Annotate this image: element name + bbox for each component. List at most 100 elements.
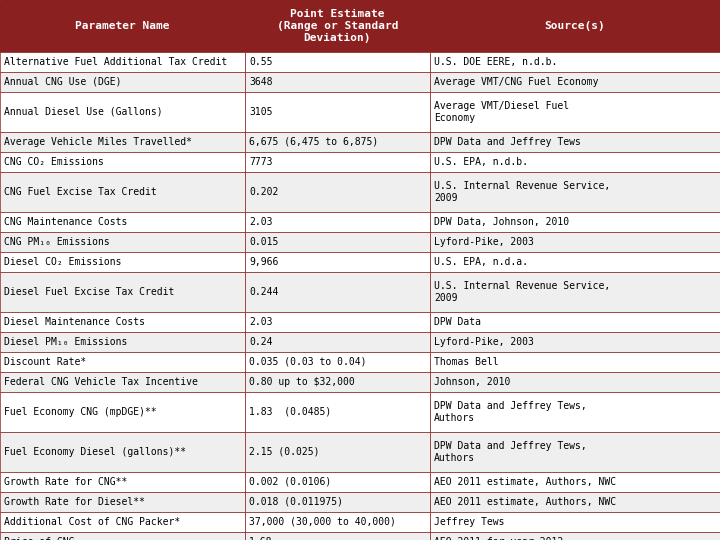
- Bar: [430, 72, 720, 92]
- Bar: [245, 532, 430, 540]
- Bar: [430, 52, 720, 72]
- Text: Thomas Bell: Thomas Bell: [434, 357, 499, 367]
- Bar: [0, 372, 245, 392]
- Text: 2.03: 2.03: [249, 317, 272, 327]
- Bar: [245, 332, 430, 352]
- Bar: [0, 232, 245, 252]
- Text: DPW Data and Jeffrey Tews,
Authors: DPW Data and Jeffrey Tews, Authors: [434, 401, 587, 423]
- Bar: [430, 432, 720, 472]
- Bar: [430, 172, 720, 212]
- Bar: [430, 232, 720, 252]
- Bar: [245, 432, 430, 472]
- Bar: [0, 312, 245, 332]
- Text: AEO 2011 estimate, Authors, NWC: AEO 2011 estimate, Authors, NWC: [434, 497, 616, 507]
- Bar: [0, 272, 245, 312]
- Text: Point Estimate
(Range or Standard
Deviation): Point Estimate (Range or Standard Deviat…: [276, 9, 398, 43]
- Bar: [430, 152, 720, 172]
- Text: Alternative Fuel Additional Tax Credit: Alternative Fuel Additional Tax Credit: [4, 57, 228, 67]
- Text: 0.002 (0.0106): 0.002 (0.0106): [249, 477, 331, 487]
- Bar: [245, 72, 430, 92]
- Text: AEO 2011 estimate, Authors, NWC: AEO 2011 estimate, Authors, NWC: [434, 477, 616, 487]
- Bar: [430, 0, 720, 52]
- Text: Growth Rate for Diesel**: Growth Rate for Diesel**: [4, 497, 145, 507]
- Bar: [245, 0, 430, 52]
- Bar: [0, 512, 245, 532]
- Bar: [245, 312, 430, 332]
- Text: CNG Maintenance Costs: CNG Maintenance Costs: [4, 217, 127, 227]
- Bar: [245, 152, 430, 172]
- Bar: [430, 492, 720, 512]
- Text: 3105: 3105: [249, 107, 272, 117]
- Bar: [430, 312, 720, 332]
- Text: 0.035 (0.03 to 0.04): 0.035 (0.03 to 0.04): [249, 357, 366, 367]
- Text: U.S. EPA, n.d.b.: U.S. EPA, n.d.b.: [434, 157, 528, 167]
- Bar: [245, 272, 430, 312]
- Bar: [245, 352, 430, 372]
- Text: CNG PM₁₀ Emissions: CNG PM₁₀ Emissions: [4, 237, 109, 247]
- Text: 0.015: 0.015: [249, 237, 279, 247]
- Text: 2.15 (0.025): 2.15 (0.025): [249, 447, 320, 457]
- Bar: [430, 392, 720, 432]
- Bar: [430, 92, 720, 132]
- Text: Federal CNG Vehicle Tax Incentive: Federal CNG Vehicle Tax Incentive: [4, 377, 198, 387]
- Text: Diesel Fuel Excise Tax Credit: Diesel Fuel Excise Tax Credit: [4, 287, 174, 297]
- Bar: [0, 172, 245, 212]
- Text: CNG CO₂ Emissions: CNG CO₂ Emissions: [4, 157, 104, 167]
- Text: 9,966: 9,966: [249, 257, 279, 267]
- Text: U.S. EPA, n.d.a.: U.S. EPA, n.d.a.: [434, 257, 528, 267]
- Bar: [430, 472, 720, 492]
- Text: 37,000 (30,000 to 40,000): 37,000 (30,000 to 40,000): [249, 517, 396, 527]
- Text: DPW Data, Johnson, 2010: DPW Data, Johnson, 2010: [434, 217, 569, 227]
- Bar: [0, 332, 245, 352]
- Text: Annual CNG Use (DGE): Annual CNG Use (DGE): [4, 77, 122, 87]
- Text: 0.55: 0.55: [249, 57, 272, 67]
- Text: Fuel Economy Diesel (gallons)**: Fuel Economy Diesel (gallons)**: [4, 447, 186, 457]
- Bar: [430, 532, 720, 540]
- Bar: [430, 132, 720, 152]
- Text: DPW Data and Jeffrey Tews,
Authors: DPW Data and Jeffrey Tews, Authors: [434, 441, 587, 463]
- Bar: [0, 152, 245, 172]
- Text: U.S. Internal Revenue Service,
2009: U.S. Internal Revenue Service, 2009: [434, 281, 611, 303]
- Text: AEO 2011 for year 2012: AEO 2011 for year 2012: [434, 537, 563, 540]
- Bar: [0, 0, 245, 52]
- Text: U.S. DOE EERE, n.d.b.: U.S. DOE EERE, n.d.b.: [434, 57, 557, 67]
- Text: Growth Rate for CNG**: Growth Rate for CNG**: [4, 477, 127, 487]
- Text: Fuel Economy CNG (mpDGE)**: Fuel Economy CNG (mpDGE)**: [4, 407, 157, 417]
- Bar: [0, 72, 245, 92]
- Bar: [430, 252, 720, 272]
- Text: Annual Diesel Use (Gallons): Annual Diesel Use (Gallons): [4, 107, 163, 117]
- Bar: [0, 432, 245, 472]
- Text: DPW Data: DPW Data: [434, 317, 481, 327]
- Bar: [0, 532, 245, 540]
- Text: Lyford-Pike, 2003: Lyford-Pike, 2003: [434, 337, 534, 347]
- Text: 1.83  (0.0485): 1.83 (0.0485): [249, 407, 331, 417]
- Text: Average VMT/Diesel Fuel
Economy: Average VMT/Diesel Fuel Economy: [434, 101, 569, 123]
- Text: 0.244: 0.244: [249, 287, 279, 297]
- Text: Additional Cost of CNG Packer*: Additional Cost of CNG Packer*: [4, 517, 180, 527]
- Bar: [0, 472, 245, 492]
- Text: Source(s): Source(s): [544, 21, 606, 31]
- Text: 0.018 (0.011975): 0.018 (0.011975): [249, 497, 343, 507]
- Bar: [0, 52, 245, 72]
- Text: Average Vehicle Miles Travelled*: Average Vehicle Miles Travelled*: [4, 137, 192, 147]
- Bar: [0, 212, 245, 232]
- Bar: [0, 92, 245, 132]
- Text: 6,675 (6,475 to 6,875): 6,675 (6,475 to 6,875): [249, 137, 378, 147]
- Text: 0.80 up to $32,000: 0.80 up to $32,000: [249, 377, 355, 387]
- Bar: [430, 212, 720, 232]
- Text: Price of CNG: Price of CNG: [4, 537, 74, 540]
- Text: Jeffrey Tews: Jeffrey Tews: [434, 517, 505, 527]
- Text: 2.03: 2.03: [249, 217, 272, 227]
- Bar: [245, 392, 430, 432]
- Bar: [245, 512, 430, 532]
- Bar: [0, 252, 245, 272]
- Text: Discount Rate*: Discount Rate*: [4, 357, 86, 367]
- Text: Parameter Name: Parameter Name: [76, 21, 170, 31]
- Text: Lyford-Pike, 2003: Lyford-Pike, 2003: [434, 237, 534, 247]
- Bar: [245, 92, 430, 132]
- Text: 0.24: 0.24: [249, 337, 272, 347]
- Text: 3648: 3648: [249, 77, 272, 87]
- Bar: [0, 392, 245, 432]
- Bar: [245, 252, 430, 272]
- Bar: [430, 352, 720, 372]
